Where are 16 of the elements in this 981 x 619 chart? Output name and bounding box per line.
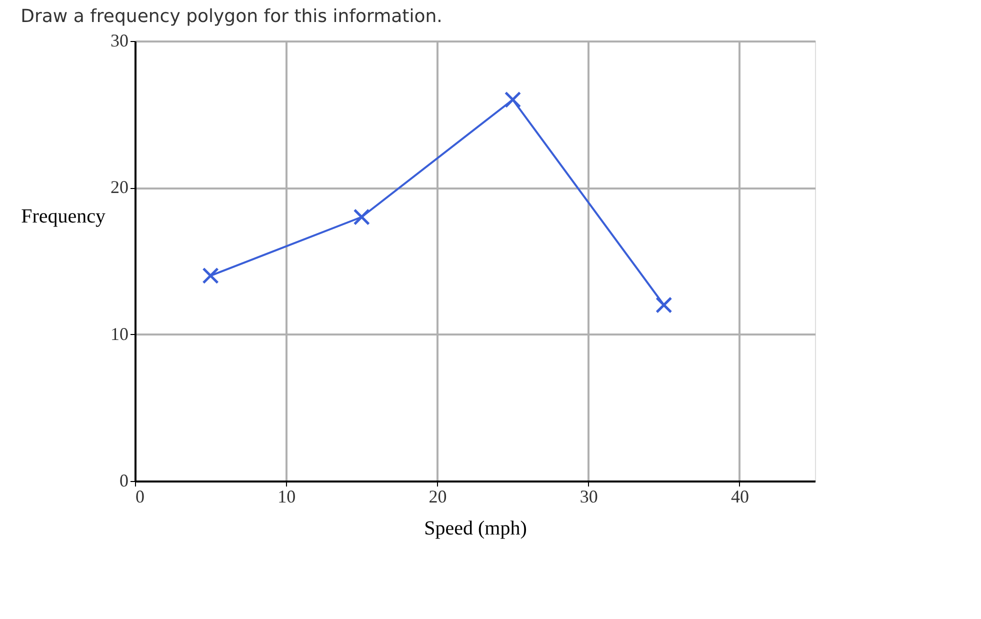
x-tick-label: 0 xyxy=(136,486,144,506)
x-tick-label: 10 xyxy=(278,486,296,506)
point xyxy=(504,91,522,108)
point xyxy=(353,208,370,226)
y-tick-label: 20 xyxy=(110,177,128,198)
point xyxy=(656,296,672,314)
x-tick-label: 20 xyxy=(428,486,447,506)
chart-title: Draw a frequency polygon for this information. xyxy=(20,6,442,27)
y-tick-label: 0 xyxy=(120,470,128,490)
point xyxy=(202,267,219,284)
y-axis-title: Frequency xyxy=(21,206,106,228)
x-tick-label: 40 xyxy=(730,486,749,506)
x-axis-title: Speed (mph) xyxy=(424,518,527,540)
y-tick-label: 30 xyxy=(110,30,128,50)
y-tick-label: 10 xyxy=(110,324,128,344)
x-tick-label: 30 xyxy=(580,486,598,506)
